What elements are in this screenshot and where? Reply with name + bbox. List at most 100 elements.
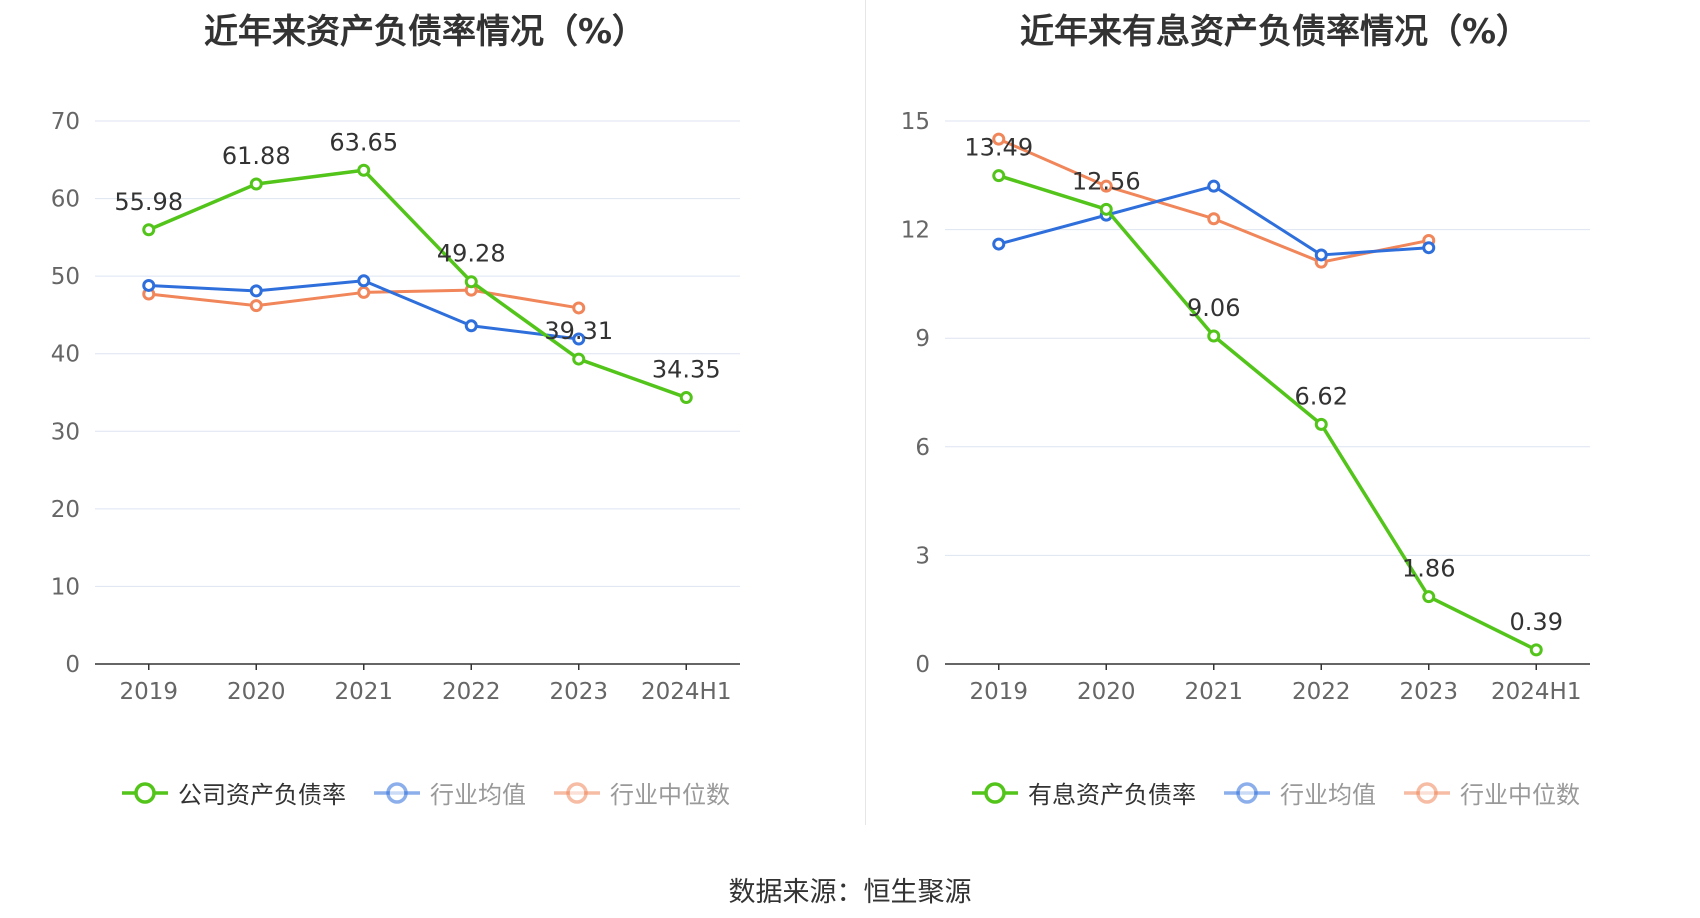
data-point — [1099, 179, 1113, 193]
chart-title: 近年来资产负债率情况（%） — [203, 12, 647, 52]
y-tick-label: 3 — [915, 543, 930, 569]
legend-marker-icon — [554, 781, 600, 804]
x-tick-label: 2022 — [442, 679, 501, 705]
y-tick-label: 70 — [51, 109, 80, 135]
legend-item[interactable]: 行业均值 — [1222, 775, 1376, 810]
y-tick-label: 60 — [51, 187, 80, 213]
legend-label: 公司资产负债率 — [178, 781, 346, 809]
data-point — [572, 332, 586, 346]
x-tick-label: 2020 — [227, 679, 286, 705]
x-tick-label: 2022 — [1292, 679, 1351, 705]
data-point — [464, 275, 478, 289]
data-point — [357, 163, 371, 177]
series-line — [148, 168, 687, 400]
chart-title: 近年来有息资产负债率情况（%） — [1019, 12, 1531, 52]
x-tick-label: 2024H1 — [641, 679, 731, 705]
data-point — [992, 132, 1006, 146]
source-footer: 数据来源：恒生聚源 — [728, 877, 972, 908]
series-line — [998, 173, 1538, 652]
data-point — [992, 237, 1006, 251]
data-point — [1207, 212, 1221, 226]
data-point — [572, 301, 586, 315]
data-label: 39.31 — [544, 317, 613, 345]
chart-plot: 0 10 20 30 40 50 60 70 2019 2020 2021 2022 2023 2024H… — [51, 109, 740, 705]
data-point — [249, 284, 263, 298]
data-label: 0.39 — [1510, 608, 1563, 636]
chart-left: 近年来资产负债率情况（%） 0 10 20 30 40 50 60 70 2019 2020 202… — [0, 0, 850, 830]
legend-label: 行业中位数 — [610, 781, 730, 809]
data-point — [1314, 417, 1328, 431]
y-tick-label: 0 — [915, 652, 930, 678]
data-point — [249, 177, 263, 191]
series-line — [998, 137, 1430, 264]
x-tick-label: 2019 — [119, 679, 178, 705]
legend-label: 行业中位数 — [1460, 781, 1580, 809]
legend-circle — [386, 781, 408, 804]
x-tick-label: 2023 — [1399, 679, 1458, 705]
legend-item[interactable]: 行业中位数 — [552, 775, 730, 810]
y-tick-label: 50 — [51, 264, 80, 290]
y-tick-label: 15 — [901, 109, 930, 135]
x-tick-label: 2023 — [549, 679, 608, 705]
legend-marker-icon — [122, 781, 168, 804]
legend-label: 行业均值 — [1280, 781, 1376, 809]
data-label: 55.98 — [114, 188, 183, 216]
y-tick-label: 12 — [901, 218, 930, 244]
y-tick-label: 9 — [915, 326, 930, 352]
data-point — [464, 319, 478, 333]
data-point — [142, 223, 156, 237]
data-point — [357, 274, 371, 288]
data-point — [1422, 590, 1436, 604]
y-tick-label: 0 — [65, 652, 80, 678]
legend-item[interactable]: 行业均值 — [372, 775, 526, 810]
x-tick-label: 2021 — [334, 679, 393, 705]
legend-circle — [566, 781, 588, 804]
legend-marker-icon — [374, 781, 420, 804]
chart-legend: 公司资产负债率 行业均值 行业中位数 — [0, 775, 850, 810]
data-point — [1314, 248, 1328, 262]
legend-item[interactable]: 公司资产负债率 — [120, 775, 346, 810]
legend-circle — [1236, 781, 1258, 804]
legend-circle — [984, 781, 1006, 804]
data-point — [1207, 179, 1221, 193]
data-point — [679, 391, 693, 405]
chart-plot: 0 3 6 9 12 15 2019 2020 2021 2022 2023 2024H1 13.49 1… — [901, 109, 1590, 705]
x-tick-label: 2019 — [969, 679, 1028, 705]
chart-legend: 有息资产负债率 行业均值 行业中位数 — [850, 775, 1700, 810]
x-tick-label: 2021 — [1184, 679, 1243, 705]
legend-marker-icon — [1224, 781, 1270, 804]
legend-label: 行业均值 — [430, 781, 526, 809]
y-tick-label: 40 — [51, 342, 80, 368]
legend-item[interactable]: 有息资产负债率 — [970, 775, 1196, 810]
legend-item[interactable]: 行业中位数 — [1402, 775, 1580, 810]
legend-marker-icon — [1404, 781, 1450, 804]
data-label: 63.65 — [329, 128, 398, 156]
legend-circle — [1416, 781, 1438, 804]
data-point — [572, 352, 586, 366]
data-point — [249, 299, 263, 313]
chart-right: 近年来有息资产负债率情况（%） 0 3 6 9 12 15 2019 2020 2021 2022… — [850, 0, 1700, 830]
data-point — [1207, 329, 1221, 343]
data-label: 34.35 — [652, 356, 721, 384]
data-label: 1.86 — [1402, 555, 1455, 583]
data-point — [1529, 643, 1543, 657]
y-tick-label: 6 — [915, 435, 930, 461]
data-label: 13.49 — [964, 134, 1033, 162]
data-label: 6.62 — [1295, 382, 1348, 410]
data-point — [1099, 202, 1113, 216]
y-tick-label: 10 — [51, 574, 80, 600]
legend-label: 有息资产负债率 — [1028, 781, 1196, 809]
data-label: 61.88 — [222, 142, 291, 170]
data-label: 12.56 — [1072, 167, 1141, 195]
data-point — [1422, 241, 1436, 255]
legend-marker-icon — [972, 781, 1018, 804]
x-tick-label: 2024H1 — [1491, 679, 1581, 705]
panel-divider — [865, 0, 866, 825]
y-tick-label: 20 — [51, 497, 80, 523]
y-tick-label: 30 — [51, 419, 80, 445]
data-point — [992, 169, 1006, 183]
data-point — [357, 285, 371, 299]
legend-circle — [134, 781, 156, 804]
data-label: 49.28 — [437, 240, 506, 268]
data-label: 9.06 — [1187, 294, 1240, 322]
